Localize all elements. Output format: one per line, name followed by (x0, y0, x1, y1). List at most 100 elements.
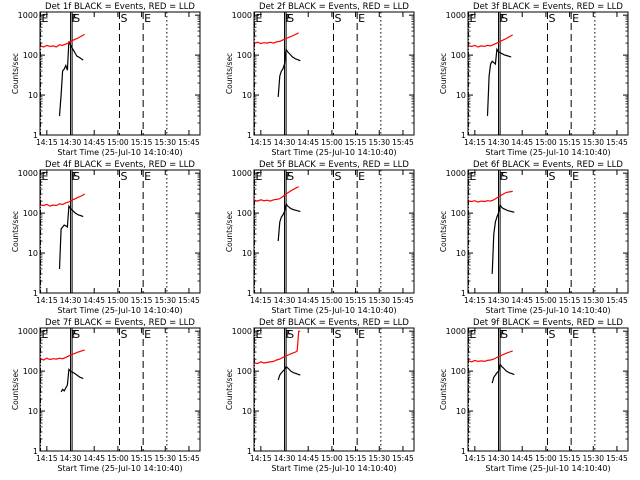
time-marker-label: F (286, 328, 292, 341)
series-line-events (491, 362, 515, 384)
y-tick-label: 1000 (446, 169, 466, 178)
x-tick-label: 15:00 (535, 138, 557, 147)
time-marker-label: E (256, 12, 263, 25)
chart-panel-3: Det 3f BLACK = Events, RED = LLD 1 10 100 10… (439, 2, 629, 157)
x-tick-label: 14:30 (488, 138, 510, 147)
series-line-lld (40, 33, 85, 48)
time-marker-label: S (73, 12, 80, 25)
x-tick-label: 14:15 (250, 454, 272, 463)
time-marker-label: E (470, 12, 477, 25)
time-marker-label: S (548, 12, 555, 25)
chart-panel-1: Det 1f BLACK = Events, RED = LLD 1 10 100 10… (11, 2, 201, 157)
time-marker-label: E (144, 12, 151, 25)
plot-frame (253, 11, 415, 136)
y-tick-label: 100 (451, 51, 466, 60)
y-axis-label: Counts/sec (225, 369, 234, 410)
time-marker-label: S (287, 328, 294, 341)
x-tick-label: 15:15 (345, 454, 367, 463)
y-tick-label: 1000 (232, 11, 252, 20)
y-tick-label: 100 (23, 209, 38, 218)
series-line-lld (468, 34, 513, 48)
series-line-lld (254, 186, 299, 202)
x-tick-label: 15:30 (582, 138, 604, 147)
time-marker-label: S (287, 12, 294, 25)
time-marker-label: E (470, 170, 477, 183)
time-marker-label: S (73, 170, 80, 183)
x-axis-label: Start Time (25-Jul-10 14:10:40) (271, 464, 396, 473)
x-tick-label: 14:30 (60, 454, 82, 463)
x-tick-label: 14:30 (274, 296, 296, 305)
x-axis-label: Start Time (25-Jul-10 14:10:40) (271, 306, 396, 315)
x-tick-label: 14:30 (488, 454, 510, 463)
chart-title: Det 4f BLACK = Events, RED = LLD (45, 160, 195, 170)
time-marker-label: F (72, 328, 78, 341)
y-tick-label: 10 (242, 249, 252, 258)
x-axis-label: Start Time (25-Jul-10 14:10:40) (485, 464, 610, 473)
x-tick-label: 15:45 (392, 454, 414, 463)
x-tick-label: 15:30 (368, 138, 390, 147)
y-tick-label: 100 (23, 367, 38, 376)
plot-frame (253, 169, 415, 294)
time-marker-label: E (42, 328, 49, 341)
x-tick-label: 14:45 (297, 138, 319, 147)
x-axis-label: Start Time (25-Jul-10 14:10:40) (57, 464, 182, 473)
y-tick-label: 1000 (232, 169, 252, 178)
time-marker-label: F (500, 12, 506, 25)
y-tick-label: 10 (456, 91, 466, 100)
x-tick-label: 14:30 (60, 138, 82, 147)
y-tick-label: 10 (28, 407, 38, 416)
x-tick-label: 14:45 (83, 454, 105, 463)
time-marker-label: E (256, 170, 263, 183)
x-tick-label: 15:30 (154, 296, 176, 305)
x-tick-label: 14:45 (511, 454, 533, 463)
time-marker-label: S (287, 170, 294, 183)
x-tick-label: 15:45 (392, 296, 414, 305)
chart-panel-5: Det 5f BLACK = Events, RED = LLD 1 10 100 10… (225, 160, 415, 315)
y-tick-label: 10 (28, 249, 38, 258)
x-tick-label: 15:15 (131, 454, 153, 463)
chart-panel-6: Det 6f BLACK = Events, RED = LLD 1 10 100 10… (439, 160, 629, 315)
chart-title: Det 9f BLACK = Events, RED = LLD (473, 318, 623, 328)
x-tick-label: 15:00 (107, 454, 129, 463)
time-marker-label: F (500, 328, 506, 341)
x-tick-label: 15:45 (606, 296, 628, 305)
y-axis-label: Counts/sec (439, 53, 448, 94)
chart-title: Det 8f BLACK = Events, RED = LLD (259, 318, 409, 328)
x-axis-label: Start Time (25-Jul-10 14:10:40) (485, 148, 610, 157)
x-tick-label: 14:30 (274, 138, 296, 147)
chart-panel-9: Det 9f BLACK = Events, RED = LLD 1 10 100 10… (439, 318, 629, 473)
x-tick-label: 15:45 (392, 138, 414, 147)
x-tick-label: 15:45 (178, 296, 200, 305)
y-tick-label: 1 (461, 447, 466, 456)
time-marker-label: S (73, 328, 80, 341)
series-line-events (277, 202, 301, 242)
y-tick-label: 10 (456, 249, 466, 258)
x-tick-label: 15:45 (178, 138, 200, 147)
x-tick-label: 15:15 (345, 296, 367, 305)
y-tick-label: 100 (451, 367, 466, 376)
y-axis-label: Counts/sec (439, 369, 448, 410)
x-tick-label: 14:15 (464, 138, 486, 147)
y-tick-label: 1000 (446, 327, 466, 336)
time-marker-label: E (572, 328, 579, 341)
y-axis-label: Counts/sec (11, 369, 20, 410)
x-tick-label: 15:30 (368, 454, 390, 463)
y-tick-label: 1 (461, 289, 466, 298)
time-marker-label: S (501, 170, 508, 183)
x-tick-label: 14:15 (464, 454, 486, 463)
chart-panel-8: Det 8f BLACK = Events, RED = LLD 1 10 100 10… (225, 318, 415, 473)
y-tick-label: 1 (33, 447, 38, 456)
chart-title: Det 2f BLACK = Events, RED = LLD (259, 2, 409, 12)
y-tick-label: 1 (247, 289, 252, 298)
series-line-lld (468, 190, 513, 203)
series-line-lld (254, 32, 299, 45)
x-tick-label: 15:30 (582, 296, 604, 305)
x-tick-label: 14:15 (464, 296, 486, 305)
x-tick-label: 14:30 (274, 454, 296, 463)
x-tick-label: 14:15 (250, 138, 272, 147)
y-tick-label: 1000 (18, 11, 38, 20)
chart-panel-4: Det 4f BLACK = Events, RED = LLD 1 10 100 10… (11, 160, 201, 315)
x-tick-label: 14:15 (36, 296, 58, 305)
chart-title: Det 7f BLACK = Events, RED = LLD (45, 318, 195, 328)
